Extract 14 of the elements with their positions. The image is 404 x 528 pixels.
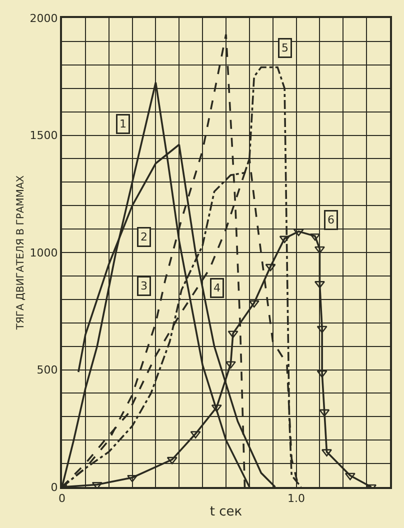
annotation: 4 [214, 282, 220, 294]
y-axis-title: ТЯГА ДВИГАТЕЛЯ В ГРАММАХ [15, 175, 26, 331]
x-tick-label: 1.0 [288, 492, 306, 506]
annotation: 1 [120, 118, 126, 130]
annotation: 5 [282, 42, 288, 54]
y-tick-label: 1000 [30, 246, 58, 260]
y-tick-label: 1500 [30, 129, 58, 142]
annotation: 6 [328, 214, 334, 226]
annotation: 2 [140, 230, 148, 244]
x-axis-title: t сек [210, 504, 242, 520]
y-tick-label: 500 [36, 364, 58, 377]
y-tick-label: 0 [50, 480, 58, 494]
y-tick-label: 2000 [30, 12, 58, 25]
annotation: 3 [140, 280, 148, 292]
